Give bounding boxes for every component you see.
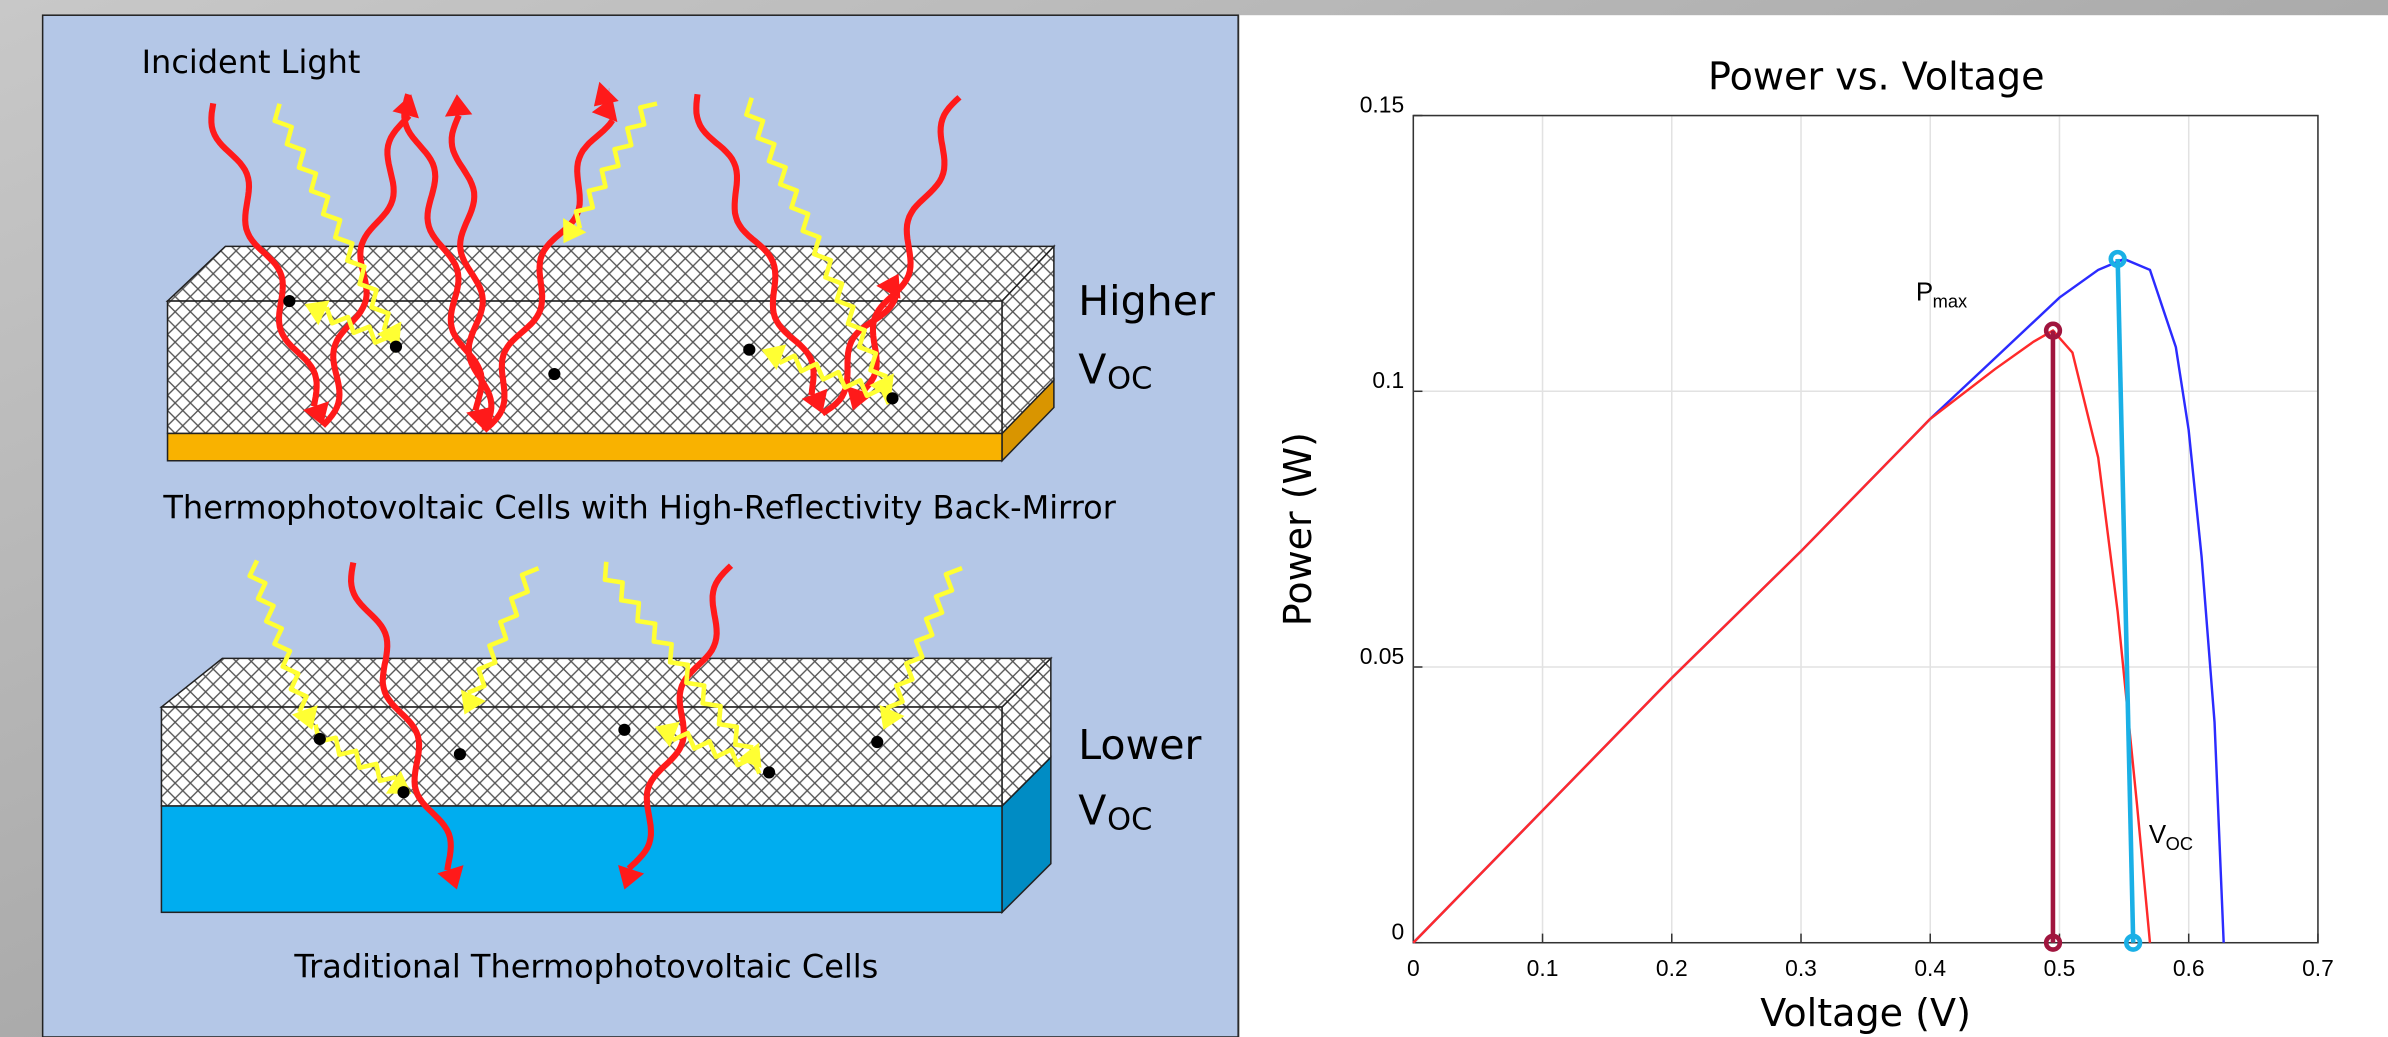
annotation-subscript: max xyxy=(1933,290,1968,311)
x-tick-label: 0.3 xyxy=(1785,955,1817,981)
carrier xyxy=(283,295,295,307)
x-tick-label: 0.7 xyxy=(2302,955,2334,981)
chart-title: Power vs. Voltage xyxy=(1708,55,2045,99)
x-tick-label: 0 xyxy=(1407,955,1420,981)
carrier xyxy=(314,733,326,745)
cell-front xyxy=(161,707,1002,806)
carrier xyxy=(454,748,466,760)
cell-top xyxy=(168,246,1054,301)
side-label: Higher xyxy=(1078,277,1215,325)
figure: Incident Light Thermophotovoltaic Cells … xyxy=(0,0,2388,1037)
y-axis-label: Power (W) xyxy=(1276,432,1320,626)
annotation: V xyxy=(2149,821,2167,849)
y-tick-label: 0.15 xyxy=(1360,91,1404,117)
y-tick-label: 0.1 xyxy=(1372,367,1404,393)
y-tick-label: 0.05 xyxy=(1360,643,1404,669)
y-tick-label: 0 xyxy=(1391,919,1404,945)
side-symbol: V xyxy=(1078,346,1106,394)
x-tick-label: 0.2 xyxy=(1656,955,1688,981)
annotation: P xyxy=(1916,278,1933,306)
carrier xyxy=(397,786,409,798)
carrier xyxy=(618,724,630,736)
plot-area xyxy=(1413,116,2318,943)
caption: Traditional Thermophotovoltaic Cells xyxy=(293,948,878,986)
carrier xyxy=(886,392,898,404)
mirror xyxy=(168,433,1003,460)
caption: Thermophotovoltaic Cells with High-Refle… xyxy=(162,488,1116,526)
annotation-subscript: OC xyxy=(2166,833,2193,854)
x-tick-label: 0.6 xyxy=(2173,955,2205,981)
side-label: Lower xyxy=(1078,721,1201,769)
side-subscript: OC xyxy=(1107,362,1152,397)
side-subscript: OC xyxy=(1107,803,1152,838)
substrate xyxy=(161,806,1002,912)
x-axis-label: Voltage (V) xyxy=(1760,991,1971,1035)
incident-label: Incident Light xyxy=(142,43,361,81)
x-tick-label: 0.1 xyxy=(1527,955,1559,981)
carrier xyxy=(390,341,402,353)
x-tick-label: 0.4 xyxy=(1914,955,1946,981)
carrier xyxy=(548,368,560,380)
carrier xyxy=(743,344,755,356)
carrier xyxy=(763,766,775,778)
x-tick-label: 0.5 xyxy=(2044,955,2076,981)
chart: Power vs. Voltage Voltage (V) Power (W) … xyxy=(1276,55,2334,1036)
side-symbol: V xyxy=(1078,787,1106,835)
carrier xyxy=(871,736,883,748)
